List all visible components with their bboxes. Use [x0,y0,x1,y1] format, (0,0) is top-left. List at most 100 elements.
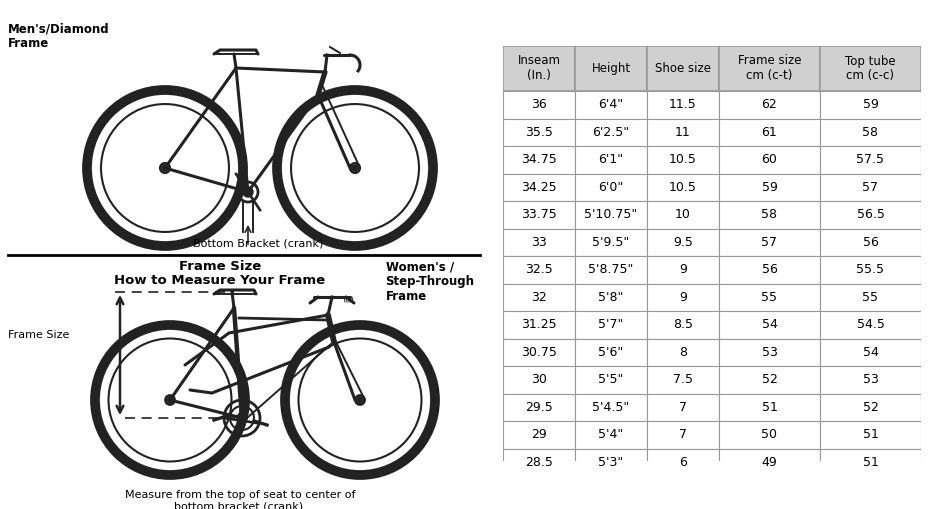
Bar [502,366,574,393]
Bar [718,421,819,448]
Bar [574,91,646,119]
Bar [574,393,646,421]
Bar [718,338,819,366]
Text: 5'4": 5'4" [598,428,623,441]
Circle shape [352,165,357,171]
Bar [819,284,920,311]
Text: 5'9.5": 5'9.5" [592,236,629,249]
Text: 61: 61 [761,126,777,139]
Text: 28.5: 28.5 [524,456,552,469]
Bar [718,284,819,311]
Bar [574,284,646,311]
Bar [574,338,646,366]
Text: 7: 7 [678,428,687,441]
Text: 55.5: 55.5 [856,263,883,276]
Bar [718,311,819,338]
Text: 11.5: 11.5 [668,98,696,111]
Text: 34.25: 34.25 [521,181,556,194]
Text: 10.5: 10.5 [668,181,696,194]
Text: 6'0": 6'0" [598,181,623,194]
Text: How to Measure Your Frame: How to Measure Your Frame [114,274,325,287]
Text: 56: 56 [761,263,777,276]
Bar [718,393,819,421]
Bar [646,146,718,174]
Text: 9: 9 [678,263,686,276]
Bar [502,256,574,284]
Text: 62: 62 [761,98,777,111]
Bar [502,393,574,421]
Text: 36: 36 [531,98,547,111]
Text: 57: 57 [861,181,878,194]
Text: 6'2.5": 6'2.5" [592,126,629,139]
Bar [574,256,646,284]
Bar [574,421,646,448]
Text: 60: 60 [761,153,777,166]
Bar [502,174,574,201]
Bar [502,91,574,119]
Text: 9.5: 9.5 [673,236,692,249]
Text: 5'8": 5'8" [598,291,623,304]
Text: Frame Size: Frame Size [179,260,261,273]
Text: 30.75: 30.75 [521,346,557,359]
Bar [646,201,718,229]
Bar [502,201,574,229]
Text: 30: 30 [531,373,547,386]
Text: 7.5: 7.5 [672,373,692,386]
Text: 7: 7 [678,401,687,414]
Bar [646,46,718,91]
Text: 51: 51 [861,428,878,441]
Bar [819,421,920,448]
Text: 49: 49 [761,456,777,469]
Bar [819,174,920,201]
Bar [646,229,718,256]
Bar [718,174,819,201]
Bar [574,311,646,338]
Bar [718,229,819,256]
Text: 5'10.75": 5'10.75" [584,208,637,221]
Bar [502,421,574,448]
Bar [819,256,920,284]
Text: 5'6": 5'6" [598,346,623,359]
Bar [502,46,574,91]
Bar [502,146,574,174]
Text: 5'8.75": 5'8.75" [587,263,633,276]
Text: 35.5: 35.5 [524,126,552,139]
Bar [718,146,819,174]
Text: Top tube
cm (c-c): Top tube cm (c-c) [844,54,895,82]
Text: 32: 32 [531,291,547,304]
Text: 29.5: 29.5 [524,401,552,414]
Bar [646,256,718,284]
Bar [646,366,718,393]
Text: 8.5: 8.5 [672,318,692,331]
Bar [819,366,920,393]
Text: Women's /
Step-Through
Frame: Women's / Step-Through Frame [385,260,474,303]
Bar [819,119,920,146]
Circle shape [167,398,173,403]
Bar [718,201,819,229]
Bar [646,448,718,476]
Bar [718,366,819,393]
Bar [646,421,718,448]
Bar [646,311,718,338]
Text: 6: 6 [678,456,686,469]
Bar [502,284,574,311]
Bar [718,119,819,146]
Bar [819,201,920,229]
Bar [718,448,819,476]
Text: Bottom Bracket (crank): Bottom Bracket (crank) [193,238,323,248]
Bar [502,311,574,338]
Text: 6'4": 6'4" [598,98,623,111]
Text: 10: 10 [675,208,690,221]
Bar [819,393,920,421]
Text: Frame Size: Frame Size [8,330,70,340]
Text: 50: 50 [761,428,777,441]
Bar [502,119,574,146]
Bar [819,311,920,338]
Bar [718,256,819,284]
Text: 51: 51 [761,401,777,414]
Text: 59: 59 [861,98,878,111]
Text: 34.75: 34.75 [521,153,556,166]
Bar [646,284,718,311]
Bar [718,91,819,119]
Text: 54: 54 [861,346,878,359]
